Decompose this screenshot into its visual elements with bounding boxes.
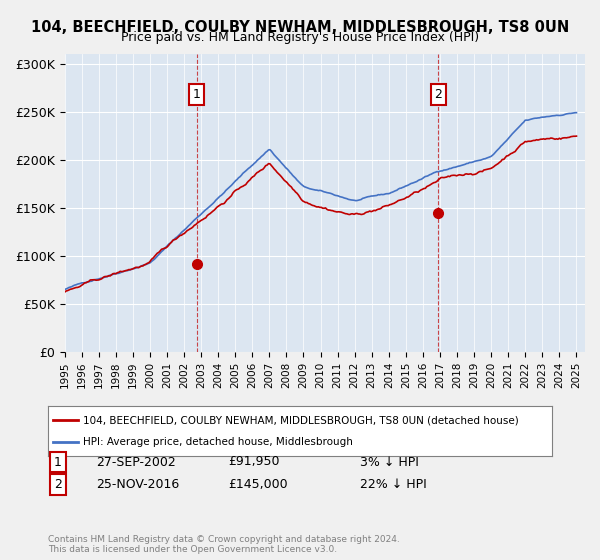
Text: 2: 2 (434, 88, 442, 101)
Text: Contains HM Land Registry data © Crown copyright and database right 2024.
This d: Contains HM Land Registry data © Crown c… (48, 535, 400, 554)
Text: £145,000: £145,000 (228, 478, 287, 491)
Text: 22% ↓ HPI: 22% ↓ HPI (360, 478, 427, 491)
Text: 25-NOV-2016: 25-NOV-2016 (96, 478, 179, 491)
Text: 104, BEECHFIELD, COULBY NEWHAM, MIDDLESBROUGH, TS8 0UN (detached house): 104, BEECHFIELD, COULBY NEWHAM, MIDDLESB… (83, 415, 519, 425)
Text: 3% ↓ HPI: 3% ↓ HPI (360, 455, 419, 469)
Text: 104, BEECHFIELD, COULBY NEWHAM, MIDDLESBROUGH, TS8 0UN: 104, BEECHFIELD, COULBY NEWHAM, MIDDLESB… (31, 20, 569, 35)
Text: Price paid vs. HM Land Registry's House Price Index (HPI): Price paid vs. HM Land Registry's House … (121, 31, 479, 44)
Text: 2: 2 (54, 478, 62, 491)
Text: 27-SEP-2002: 27-SEP-2002 (96, 455, 176, 469)
Text: 1: 1 (54, 455, 62, 469)
Text: HPI: Average price, detached house, Middlesbrough: HPI: Average price, detached house, Midd… (83, 437, 353, 447)
Text: 1: 1 (193, 88, 200, 101)
Text: £91,950: £91,950 (228, 455, 280, 469)
